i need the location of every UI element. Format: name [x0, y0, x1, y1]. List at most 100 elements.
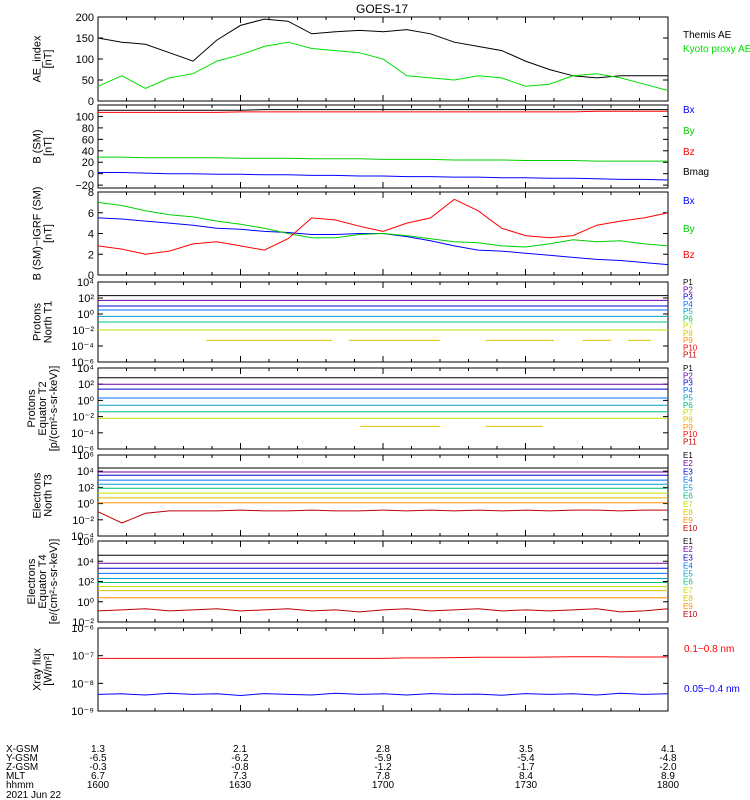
- y-tick-label: 50: [82, 75, 94, 87]
- panel-8: 10⁻⁹ 10⁻⁸ 10⁻⁷ 10⁻⁶ Xray flux [W/m²] 0.1−0.8 n…: [32, 623, 740, 718]
- y-tick-label: 10⁻⁶: [71, 623, 94, 635]
- footer-value: -5.9: [374, 753, 392, 764]
- legend-label: E4: [683, 475, 693, 484]
- y-tick-label: 200: [76, 12, 94, 24]
- y-tick-label: 10⁻⁴: [71, 341, 94, 353]
- y-tick-label: 10²: [78, 482, 94, 494]
- legend-label: Themis AE: [683, 30, 732, 41]
- legend-label: Kyoto proxy AE: [683, 44, 750, 55]
- y-tick-label: 10⁴: [77, 363, 94, 375]
- panel-3: 0 2 4 6 8 B (SM)−IGRF (SM) [nT] Bx By Bz: [32, 187, 695, 282]
- legend-label: E6: [683, 492, 693, 501]
- legend-label: P11: [683, 438, 697, 447]
- series-line: [97, 692, 669, 697]
- y-tick-label: 10⁴: [77, 556, 94, 568]
- y-axis-label: B (SM)−IGRF (SM): [32, 187, 44, 281]
- y-tick-label: 10⁶: [77, 450, 94, 462]
- series-line: [98, 172, 669, 181]
- y-tick-label: −20: [75, 180, 94, 192]
- series-line: [97, 41, 669, 91]
- y-tick-label: 10²: [78, 293, 94, 305]
- y-tick-label: 10⁻²: [72, 325, 94, 337]
- legend-label: P6: [683, 401, 693, 410]
- footer-row-label: Y-GSM: [6, 753, 38, 764]
- y-axis-label: [W/m²]: [43, 653, 55, 685]
- panel-7: 10⁻² 10⁰ 10² 10⁴ 10⁶ Electrons Equator T4 [e/(c…: [26, 536, 698, 629]
- footer-row-label: hhmm: [6, 780, 34, 791]
- y-tick-label: 10⁰: [77, 395, 94, 407]
- series-line: [98, 156, 668, 162]
- panel-4: 10⁻⁶ 10⁻⁴ 10⁻² 10⁰ 10² 10⁴ Protons North T1 P1P2…: [32, 277, 698, 369]
- footer-value: -0.8: [231, 762, 249, 773]
- series-line: [97, 608, 669, 613]
- legend-label: P2: [683, 371, 693, 380]
- legend-label: P7: [683, 408, 693, 417]
- y-axis-label: North T3: [43, 474, 55, 517]
- legend-label: P10: [683, 430, 698, 439]
- footer-value: 3.5: [519, 744, 533, 755]
- y-tick-label: 10⁻⁸: [71, 678, 94, 690]
- legend-label: P1: [683, 364, 693, 373]
- footer-row-label: MLT: [6, 771, 25, 782]
- legend-label: E1: [683, 451, 693, 460]
- legend-label: P3: [683, 293, 693, 302]
- footer-value: 1600: [87, 780, 110, 791]
- footer-row-label: X-GSM: [6, 744, 39, 755]
- legend-label: E3: [683, 553, 693, 562]
- footer-value: 1630: [229, 780, 252, 791]
- y-tick-label: 10⁰: [77, 499, 94, 511]
- footer-value: -2.0: [659, 762, 677, 773]
- footer-value: -5.4: [517, 753, 535, 764]
- legend-label: P2: [683, 285, 693, 294]
- legend-label: E5: [683, 484, 693, 493]
- legend-label: E8: [683, 594, 693, 603]
- panel-5: 10⁻⁶ 10⁻⁴ 10⁻² 10⁰ 10² 10⁴ Protons Equator T2 [p…: [26, 363, 698, 456]
- footer-value: 2.1: [233, 744, 247, 755]
- y-axis-label: Equator T2: [37, 381, 49, 435]
- series-line: [97, 198, 669, 255]
- footer-value: 2.8: [376, 744, 390, 755]
- footer-date: 2021 Jun 22: [6, 790, 61, 800]
- legend-label: By: [683, 126, 695, 137]
- footer-value: -0.3: [89, 762, 107, 773]
- footer-value: 1.3: [91, 744, 105, 755]
- y-axis-label: North T1: [43, 301, 55, 344]
- y-tick-label: 10⁶: [77, 536, 94, 548]
- y-tick-label: 6: [88, 208, 94, 220]
- y-tick-label: 40: [82, 146, 94, 158]
- y-axis-label: Equator T4: [37, 554, 49, 608]
- footer-value: -1.7: [517, 762, 535, 773]
- legend-label: E5: [683, 570, 693, 579]
- legend-label: E10: [683, 524, 698, 533]
- legend-label: E2: [683, 545, 693, 554]
- y-axis-label: [nT]: [43, 137, 55, 156]
- y-tick-label: 10⁻²: [72, 412, 94, 424]
- legend-label: E6: [683, 578, 693, 587]
- y-axis-label: Xray flux: [32, 648, 44, 691]
- y-tick-label: 10⁻²: [72, 515, 94, 527]
- footer-value: 8.9: [661, 771, 675, 782]
- footer-row-label: Z-GSM: [6, 762, 38, 773]
- legend-label: P11: [683, 351, 697, 360]
- plot-title: GOES-17: [356, 2, 408, 16]
- legend-label: E7: [683, 586, 693, 595]
- y-axis-label: AE_index: [32, 35, 44, 83]
- y-tick-label: 10⁰: [77, 597, 94, 609]
- y-tick-label: 10⁻⁴: [71, 531, 94, 543]
- y-axis-label: Protons: [32, 303, 44, 341]
- y-axis-label: [e/(cm²-s-sr-keV)]: [48, 539, 60, 625]
- legend-label: Bx: [683, 105, 695, 116]
- legend-label: P9: [683, 423, 693, 432]
- y-axis-label: [nT]: [43, 224, 55, 243]
- y-tick-label: 10⁻⁶: [71, 444, 94, 456]
- legend-label: P1: [683, 278, 693, 287]
- y-tick-label: 10⁴: [77, 277, 94, 289]
- legend-label: 0.05−0.4 nm: [684, 684, 740, 695]
- y-tick-label: 0: [88, 270, 94, 282]
- footer-value: 6.7: [91, 771, 105, 782]
- y-tick-label: 8: [88, 187, 94, 199]
- legend-label: E10: [683, 610, 698, 619]
- legend-label: 0.1−0.8 nm: [684, 644, 734, 655]
